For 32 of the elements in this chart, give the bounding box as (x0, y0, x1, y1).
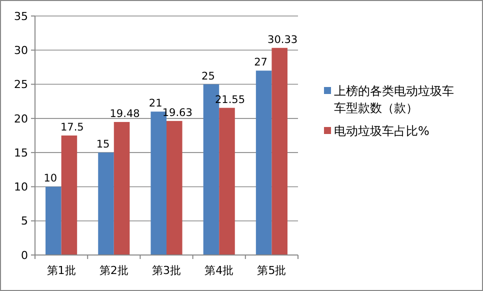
data-label: 21 (148, 98, 162, 110)
data-label: 27 (254, 56, 268, 69)
y-tick-label: 20 (14, 112, 28, 126)
x-tick-label: 第1批 (46, 264, 76, 277)
bar (219, 108, 235, 255)
x-tick-label: 第4批 (204, 264, 234, 277)
data-label: 30.33 (268, 34, 298, 46)
bar (272, 48, 288, 255)
bar (61, 136, 78, 255)
y-tick-label: 25 (14, 78, 28, 92)
legend-label: 电动垃圾车占比% (334, 124, 430, 138)
data-label: 10 (44, 172, 58, 185)
data-label: 15 (96, 138, 110, 151)
legend-label: 上榜的各类电动垃圾车车型款数（款） (334, 84, 454, 115)
y-tick-label: 5 (21, 214, 28, 228)
y-tick-label: 35 (14, 10, 28, 23)
x-tick-label: 第2批 (99, 264, 128, 277)
bar (46, 186, 62, 255)
y-tick-label: 15 (14, 146, 28, 160)
data-label: 19.48 (110, 108, 140, 120)
y-tick-label: 30 (14, 44, 28, 57)
x-tick-label: 第3批 (152, 264, 181, 277)
y-tick-label: 0 (21, 248, 28, 262)
bar (98, 152, 114, 255)
data-label: 25 (202, 70, 215, 82)
bar (114, 122, 130, 255)
x-tick-label: 第5批 (257, 264, 286, 277)
y-tick-label: 10 (14, 180, 28, 194)
bar (256, 70, 272, 255)
bar (166, 120, 182, 255)
data-label: 19.63 (162, 106, 192, 119)
data-label: 17.5 (60, 122, 84, 134)
